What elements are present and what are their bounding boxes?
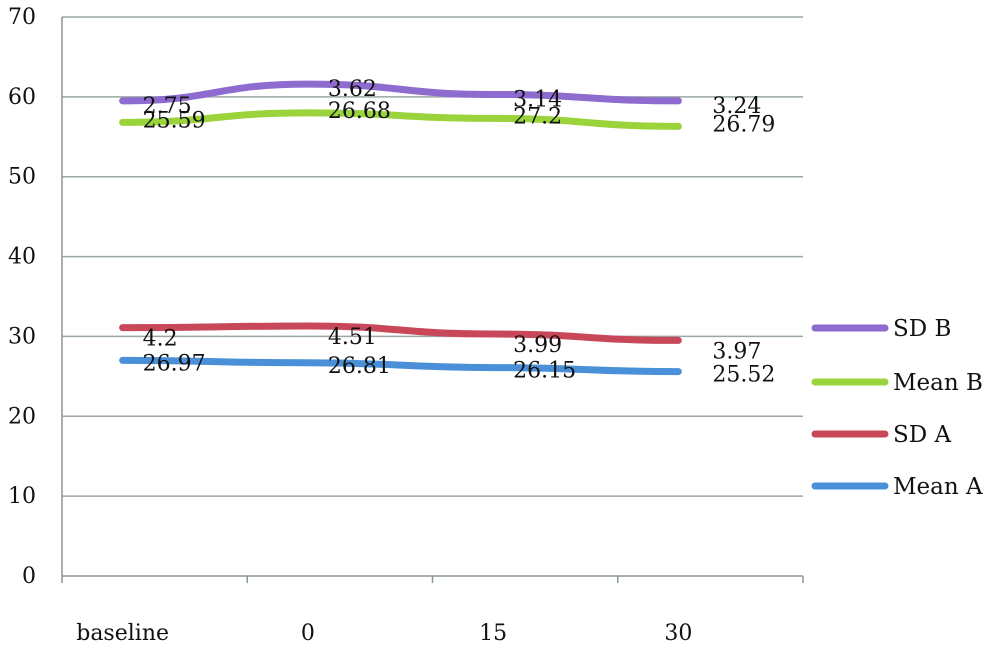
data-label: 26.79 bbox=[712, 112, 775, 137]
legend-label: SD A bbox=[893, 422, 952, 448]
series-line-mean-a bbox=[119, 356, 682, 376]
data-label: 25.59 bbox=[143, 108, 206, 133]
data-label: 3.97 bbox=[712, 339, 761, 364]
y-tick-label: 70 bbox=[8, 5, 36, 30]
data-label: 26.81 bbox=[328, 354, 391, 379]
data-label: 3.24 bbox=[712, 94, 761, 119]
y-tick-label: 0 bbox=[22, 564, 36, 589]
data-label: 3.62 bbox=[328, 77, 377, 102]
data-label: 27.2 bbox=[513, 104, 562, 129]
x-tick-label: 15 bbox=[479, 621, 507, 646]
y-tick-label: 10 bbox=[8, 484, 36, 509]
data-label: 26.15 bbox=[513, 359, 576, 384]
data-label: 25.52 bbox=[712, 363, 775, 388]
y-tick-label: 30 bbox=[8, 324, 36, 349]
data-label: 3.99 bbox=[513, 333, 562, 358]
x-tick-label: 30 bbox=[664, 621, 692, 646]
y-tick-label: 60 bbox=[8, 85, 36, 110]
data-label: 2.75 bbox=[143, 94, 192, 119]
x-tick-label: baseline bbox=[76, 621, 169, 646]
data-label: 4.51 bbox=[328, 325, 377, 350]
series-line-mean-b bbox=[119, 109, 682, 130]
legend-label: SD B bbox=[893, 316, 951, 342]
y-tick-label: 50 bbox=[8, 165, 36, 190]
y-tick-label: 40 bbox=[8, 245, 36, 270]
y-tick-label: 20 bbox=[8, 404, 36, 429]
series-line-sd-a bbox=[119, 322, 682, 344]
data-label: 3.14 bbox=[513, 87, 562, 112]
data-label: 26.97 bbox=[143, 351, 206, 376]
series-line-sd-b bbox=[119, 80, 682, 105]
data-label: 26.68 bbox=[328, 99, 391, 124]
x-tick-label: 0 bbox=[301, 621, 315, 646]
data-label: 4.2 bbox=[143, 327, 178, 352]
legend-label: Mean B bbox=[893, 370, 983, 396]
legend-label: Mean A bbox=[893, 474, 983, 500]
